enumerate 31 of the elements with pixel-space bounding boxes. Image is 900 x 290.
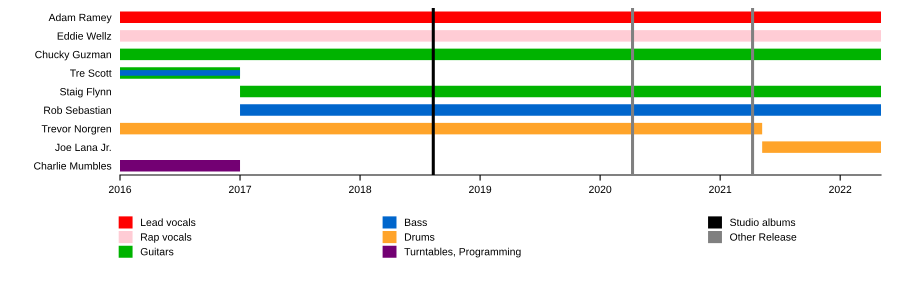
y-tick-label: Trevor Norgren (42, 125, 111, 135)
x-tick-label: 2021 (709, 186, 732, 194)
y-tick-label: Rob Sebastian (44, 106, 111, 114)
legend-label: Drums (404, 233, 434, 241)
y-tick-label: Staig Flynn (60, 88, 111, 98)
bar (120, 30, 881, 42)
x-tick-label: 2017 (228, 186, 252, 194)
bar (240, 86, 881, 98)
legend-label: Guitars (140, 248, 174, 256)
x-tick-label: 2022 (829, 186, 852, 194)
legend-label: Other Release (730, 233, 796, 241)
legend-label: Bass (404, 218, 427, 226)
x-tick-label: 2016 (108, 186, 132, 194)
y-tick-label: Adam Ramey (48, 14, 112, 24)
bar (120, 160, 240, 172)
y-tick-label: Charlie Mumbles (34, 162, 112, 170)
legend-label: Lead vocals (141, 218, 196, 226)
bar (120, 48, 881, 60)
y-tick-label: Chucky Guzman (35, 50, 111, 60)
bar (120, 122, 762, 134)
x-tick-label: 2019 (469, 186, 492, 194)
legend-label: Turntables, Programming (404, 248, 521, 258)
x-tick-label: 2020 (589, 186, 612, 194)
x-tick-label: 2018 (349, 186, 372, 194)
y-tick-label: Joe Lana Jr. (55, 144, 111, 152)
legend-label: Studio albums (730, 218, 796, 226)
legend-label: Rap vocals (141, 233, 192, 243)
bar (762, 141, 881, 153)
y-tick-label: Tre Scott (70, 69, 112, 77)
bar (120, 12, 881, 24)
y-tick-label: Eddie Wellz (58, 32, 112, 40)
